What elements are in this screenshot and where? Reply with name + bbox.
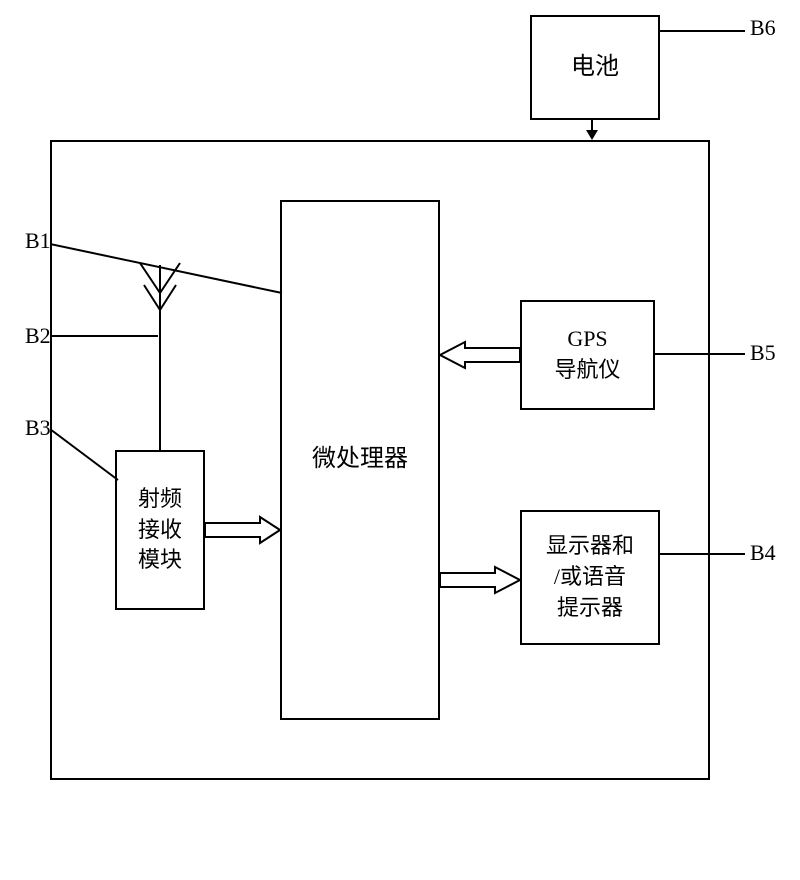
- leader-b4: [660, 553, 745, 555]
- tag-b3: B3: [25, 415, 51, 441]
- gps-label: GPS 导航仪: [554, 324, 620, 386]
- display-audio-label: 显示器和 /或语音 提示器: [546, 531, 634, 623]
- leader-b3: [50, 425, 120, 485]
- rf-receiver-label: 射频 接收 模块: [138, 484, 182, 576]
- leader-b5: [655, 353, 745, 355]
- display-audio-block: 显示器和 /或语音 提示器: [520, 510, 660, 645]
- battery-block: 电池: [530, 15, 660, 120]
- arrow-battery-to-main: [582, 120, 602, 142]
- tag-b2: B2: [25, 323, 51, 349]
- leader-b2: [50, 335, 158, 337]
- tag-b5: B5: [750, 340, 776, 366]
- battery-label: 电池: [571, 51, 619, 85]
- tag-b1: B1: [25, 228, 51, 254]
- tag-b4: B4: [750, 540, 776, 566]
- arrow-rf-to-mcu: [205, 515, 280, 545]
- leader-b1: [50, 238, 285, 298]
- rf-receiver-block: 射频 接收 模块: [115, 450, 205, 610]
- microprocessor-label: 微处理器: [312, 443, 408, 477]
- leader-b6: [660, 30, 745, 32]
- tag-b6: B6: [750, 15, 776, 41]
- arrow-gps-to-mcu: [440, 340, 520, 370]
- arrow-mcu-to-display: [440, 565, 520, 595]
- microprocessor-block: 微处理器: [280, 200, 440, 720]
- gps-block: GPS 导航仪: [520, 300, 655, 410]
